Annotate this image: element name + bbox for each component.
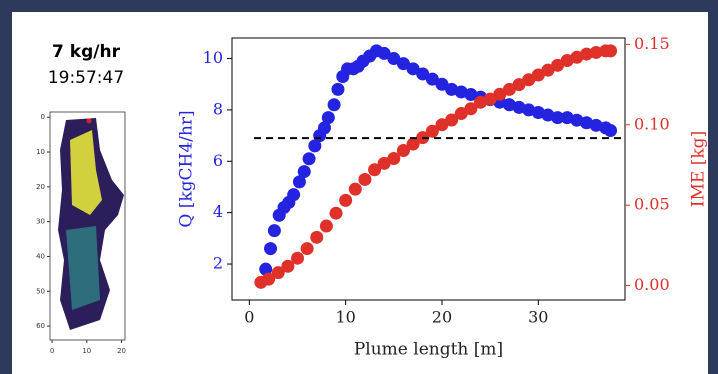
point <box>328 98 341 111</box>
y-tick-label: 4 <box>213 202 223 221</box>
y-tick-label: 50 <box>36 287 45 295</box>
x-tick-label: 30 <box>528 308 548 327</box>
point <box>604 124 617 137</box>
y-tick-label: 40 <box>36 252 45 260</box>
y-tick-label: 60 <box>36 322 45 330</box>
point <box>320 220 333 233</box>
point <box>268 224 281 237</box>
point <box>298 165 311 178</box>
time: 19:57:47 <box>48 68 124 88</box>
point <box>358 173 371 186</box>
y2-tick-label: 0.00 <box>634 275 670 294</box>
y2-tick-label: 0.15 <box>634 34 670 53</box>
y2-tick-label: 0.05 <box>634 195 670 214</box>
point <box>330 207 343 220</box>
y-tick-label: 20 <box>36 183 45 191</box>
y-tick-label: 0 <box>41 113 45 121</box>
source-marker <box>87 119 92 124</box>
x-tick-label: 10 <box>82 347 91 355</box>
point <box>301 242 314 255</box>
rate: 7 kg/hr <box>52 42 121 62</box>
plume-tail <box>66 226 100 310</box>
point <box>339 194 352 207</box>
point <box>310 231 323 244</box>
y-tick-label: 10 <box>36 148 45 156</box>
point <box>349 183 362 196</box>
point <box>604 44 617 57</box>
x-tick-label: 0 <box>50 347 54 355</box>
y-tick-label: 30 <box>36 218 45 226</box>
y-tick-label: 6 <box>213 151 223 170</box>
x-tick-label: 20 <box>432 308 452 327</box>
x-tick-label: 10 <box>335 308 355 327</box>
plume-image <box>50 112 125 340</box>
y-axis-label: Q [kgCH4/hr] <box>177 110 197 227</box>
x-axis-label: Plume length [m] <box>354 340 503 360</box>
point <box>287 188 300 201</box>
x-tick-label: 20 <box>117 347 126 355</box>
point <box>303 152 316 165</box>
x-tick-label: 0 <box>244 308 254 327</box>
y-tick-label: 8 <box>213 99 223 118</box>
point <box>291 252 304 265</box>
page: 7 kg/hr 19:57:47 01020010203040506001020… <box>0 0 718 374</box>
y-tick-label: 2 <box>213 254 223 273</box>
point <box>322 111 335 124</box>
point <box>264 242 277 255</box>
point <box>331 83 344 96</box>
y2-axis-label: IME [kg] <box>689 131 709 207</box>
y2-tick-label: 0.10 <box>634 114 670 133</box>
slide: 7 kg/hr 19:57:47 01020010203040506001020… <box>0 0 718 374</box>
y-tick-label: 10 <box>203 48 223 67</box>
